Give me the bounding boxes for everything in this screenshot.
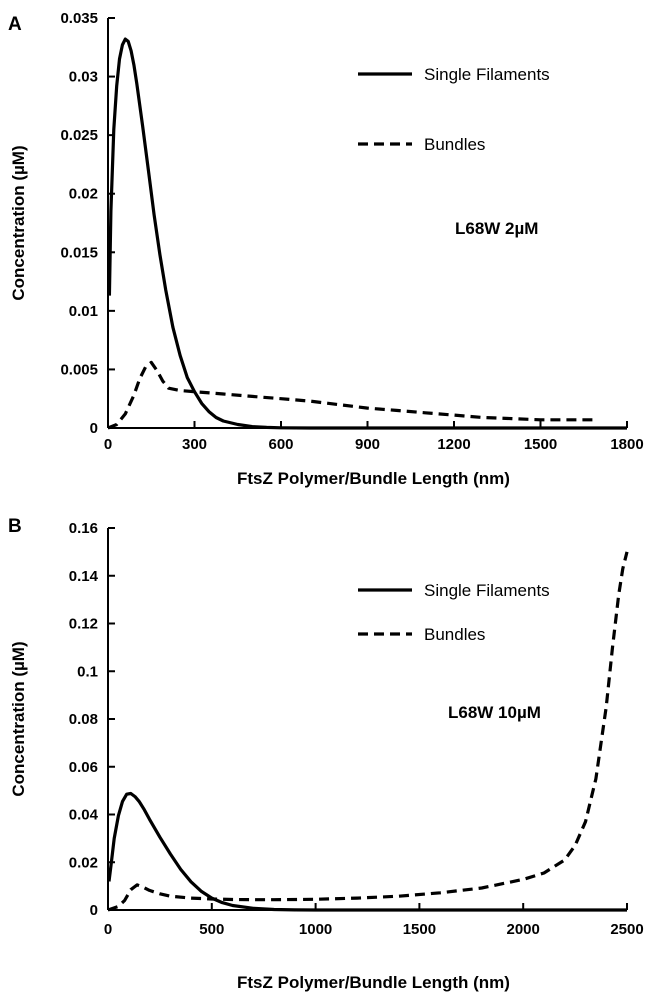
annotation-label: L68W 2µM bbox=[455, 219, 538, 238]
y-tick-label: 0.02 bbox=[69, 186, 98, 203]
y-tick-label: 0 bbox=[90, 420, 98, 437]
x-tick-label: 1000 bbox=[299, 921, 332, 938]
annotation-label: L68W 10µM bbox=[448, 703, 541, 722]
legend-label: Single Filaments bbox=[424, 65, 550, 84]
x-tick-label: 2000 bbox=[507, 921, 540, 938]
y-tick-label: 0.08 bbox=[69, 711, 98, 728]
series-line-bundles bbox=[107, 360, 599, 430]
y-tick-label: 0.015 bbox=[60, 244, 98, 261]
x-tick-label: 1500 bbox=[524, 436, 557, 453]
plot-area-b: 0 0.02 0.04 0.06 0.08 0.1 0.12 0.14 0.16 0 500 1000… bbox=[9, 520, 644, 992]
panel-b: B 0 0.02 0.04 0.06 0.08 0.1 0.12 0.14 0.16 0 500 10… bbox=[8, 516, 644, 992]
legend-label: Single Filaments bbox=[424, 581, 550, 600]
x-tick-label: 0 bbox=[104, 436, 112, 453]
x-tick-label: 0 bbox=[104, 921, 112, 938]
y-tick-label: 0.025 bbox=[60, 127, 98, 144]
legend-label: Bundles bbox=[424, 625, 485, 644]
x-tick-label: 1200 bbox=[437, 436, 470, 453]
y-tick-label: 0.1 bbox=[77, 663, 98, 680]
legend-label: Bundles bbox=[424, 135, 485, 154]
x-axis-label: FtsZ Polymer/Bundle Length (nm) bbox=[237, 973, 510, 992]
x-tick-label: 300 bbox=[182, 436, 207, 453]
y-tick-label: 0.035 bbox=[60, 10, 98, 27]
series-line-bundles bbox=[107, 551, 629, 912]
y-tick-label: 0.12 bbox=[69, 616, 98, 633]
series-line-single-filaments bbox=[107, 37, 627, 430]
panel-a: A 0 0.005 0.01 0.015 0.02 0.025 0.03 0.035 0 300 6… bbox=[8, 10, 644, 488]
x-axis-label: FtsZ Polymer/Bundle Length (nm) bbox=[237, 469, 510, 488]
y-tick-label: 0.06 bbox=[69, 759, 98, 776]
y-axis-label: Concentration (µM) bbox=[9, 145, 28, 300]
y-tick-label: 0 bbox=[90, 902, 98, 919]
y-tick-label: 0.04 bbox=[69, 807, 99, 824]
y-tick-label: 0.01 bbox=[69, 303, 98, 320]
y-tick-label: 0.16 bbox=[69, 520, 98, 537]
y-tick-label: 0.14 bbox=[69, 568, 99, 585]
y-axis-label: Concentration (µM) bbox=[9, 641, 28, 796]
x-tick-label: 900 bbox=[355, 436, 380, 453]
y-tick-label: 0.02 bbox=[69, 854, 98, 871]
panel-letter-a: A bbox=[8, 14, 22, 35]
y-tick-label: 0.03 bbox=[69, 69, 98, 86]
y-tick-label: 0.005 bbox=[60, 361, 98, 378]
x-tick-label: 1800 bbox=[610, 436, 643, 453]
x-tick-label: 600 bbox=[268, 436, 293, 453]
x-tick-label: 500 bbox=[199, 921, 224, 938]
x-tick-label: 2500 bbox=[610, 921, 643, 938]
x-tick-label: 1500 bbox=[403, 921, 436, 938]
plot-area-a: 0 0.005 0.01 0.015 0.02 0.025 0.03 0.035 0 300 600… bbox=[9, 10, 644, 488]
panel-letter-b: B bbox=[8, 516, 22, 537]
series-line-single-filaments bbox=[107, 791, 627, 912]
